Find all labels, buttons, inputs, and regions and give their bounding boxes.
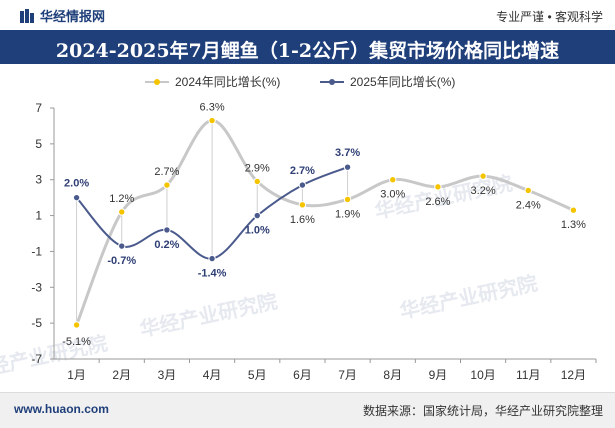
series-2024-data-label: 3.0%: [380, 189, 405, 201]
series-2024-data-label: 1.3%: [561, 219, 586, 231]
x-tick-label: 5月: [248, 368, 267, 382]
series-2024-data-label: 2.4%: [516, 199, 541, 211]
series-2025-point: [163, 226, 171, 234]
series-2024-data-label: 2.6%: [425, 196, 450, 208]
x-tick-label: 7月: [338, 368, 357, 382]
series-2024-point: [118, 208, 126, 216]
series-2025-point: [253, 211, 261, 220]
series-2025-point: [118, 242, 126, 250]
y-tick-label: -7: [31, 352, 42, 366]
series-2025-data-label: -1.4%: [198, 268, 227, 280]
chart-title: 2024-2025年7月鲤鱼（1-2公斤）集贸市场价格同比增速: [55, 40, 560, 62]
y-tick-label: -1: [31, 244, 42, 258]
series-2025-data-label: 3.7%: [335, 147, 360, 159]
series-2025-data-label: 0.2%: [154, 239, 179, 251]
x-tick-label: 2月: [112, 368, 131, 382]
tagline: 专业严谨 • 客观科学: [496, 10, 603, 24]
legend-label: 2025年同比增长(%): [350, 75, 455, 89]
series-2024-data-label: 1.2%: [109, 193, 134, 205]
series-2024-point: [479, 172, 487, 180]
series-2024-point: [163, 181, 171, 189]
series-2024-data-label: 3.2%: [471, 185, 496, 197]
series-2025-data-label: 2.0%: [64, 178, 89, 190]
x-tick-label: 1月: [67, 368, 86, 382]
legend-label: 2024年同比增长(%): [175, 75, 280, 89]
x-tick-label: 12月: [561, 368, 586, 382]
series-2024-point: [569, 206, 578, 214]
series-2025-point: [343, 163, 352, 171]
series-2024-data-label: 6.3%: [200, 102, 225, 114]
series-2024-point: [253, 177, 261, 186]
series-2024-data-label: 2.7%: [154, 166, 179, 178]
x-tick-label: 11月: [516, 368, 540, 382]
watermark-text: 华经产业研究院: [0, 331, 110, 384]
series-2024-point: [72, 321, 81, 329]
series-2024-point: [434, 183, 442, 191]
legend-marker: [329, 79, 335, 85]
series-2025-point: [298, 181, 307, 189]
watermark-text: 华经产业研究院: [138, 289, 280, 342]
series-2025-data-label: -0.7%: [107, 255, 136, 267]
brand-name: 华经情报网: [40, 9, 106, 24]
footer: www.huaon.com 数据来源：国家统计局，华经产业研究院整理: [0, 392, 615, 428]
series-2025-point: [72, 193, 81, 202]
watermark-text: 华经产业研究院: [398, 271, 540, 324]
y-tick-label: 3: [35, 173, 42, 187]
x-tick-label: 6月: [293, 368, 312, 382]
y-tick-label: -5: [31, 316, 42, 330]
series-2024-data-label: 2.9%: [245, 163, 270, 175]
y-tick-label: -3: [31, 280, 42, 294]
series-2025-point: [208, 254, 216, 263]
top-bar: 华经情报网 专业严谨 • 客观科学: [0, 0, 615, 30]
title-bar: 2024-2025年7月鲤鱼（1-2公斤）集贸市场价格同比增速: [0, 30, 615, 64]
series-2025-data-label: 2.7%: [290, 165, 315, 177]
x-tick-label: 3月: [158, 368, 177, 382]
footer-source: 数据来源：国家统计局，华经产业研究院整理: [362, 404, 603, 418]
series-2024-point: [208, 116, 216, 125]
series-2024-point: [298, 201, 307, 209]
series-2024-data-label: 1.6%: [290, 214, 315, 226]
brand: 华经情报网: [20, 6, 105, 25]
footer-website: www.huaon.com: [14, 402, 109, 416]
series-2024-point: [389, 176, 397, 184]
y-tick-label: 5: [35, 137, 42, 151]
x-tick-label: 8月: [383, 368, 402, 382]
legend-marker: [154, 79, 160, 85]
x-tick-label: 4月: [203, 368, 222, 382]
x-tick-label: 10月: [470, 368, 495, 382]
y-tick-label: 7: [35, 101, 42, 115]
series-2024-point: [524, 186, 532, 195]
series-2024-point: [343, 195, 352, 204]
x-tick-label: 9月: [429, 368, 448, 382]
series-2024-data-label: 1.9%: [335, 208, 360, 220]
chart-area: 华经产业研究院 华经产业研究院 华经产业研究院 华经产业研究院 -7 -5 -3 -1 1 3 5 7…: [0, 64, 615, 390]
series-2025-data-label: 1.0%: [245, 225, 270, 237]
series-2024-data-label: -5.1%: [62, 336, 91, 348]
y-tick-label: 1: [35, 209, 42, 223]
brand-logo-icon: [20, 9, 34, 23]
